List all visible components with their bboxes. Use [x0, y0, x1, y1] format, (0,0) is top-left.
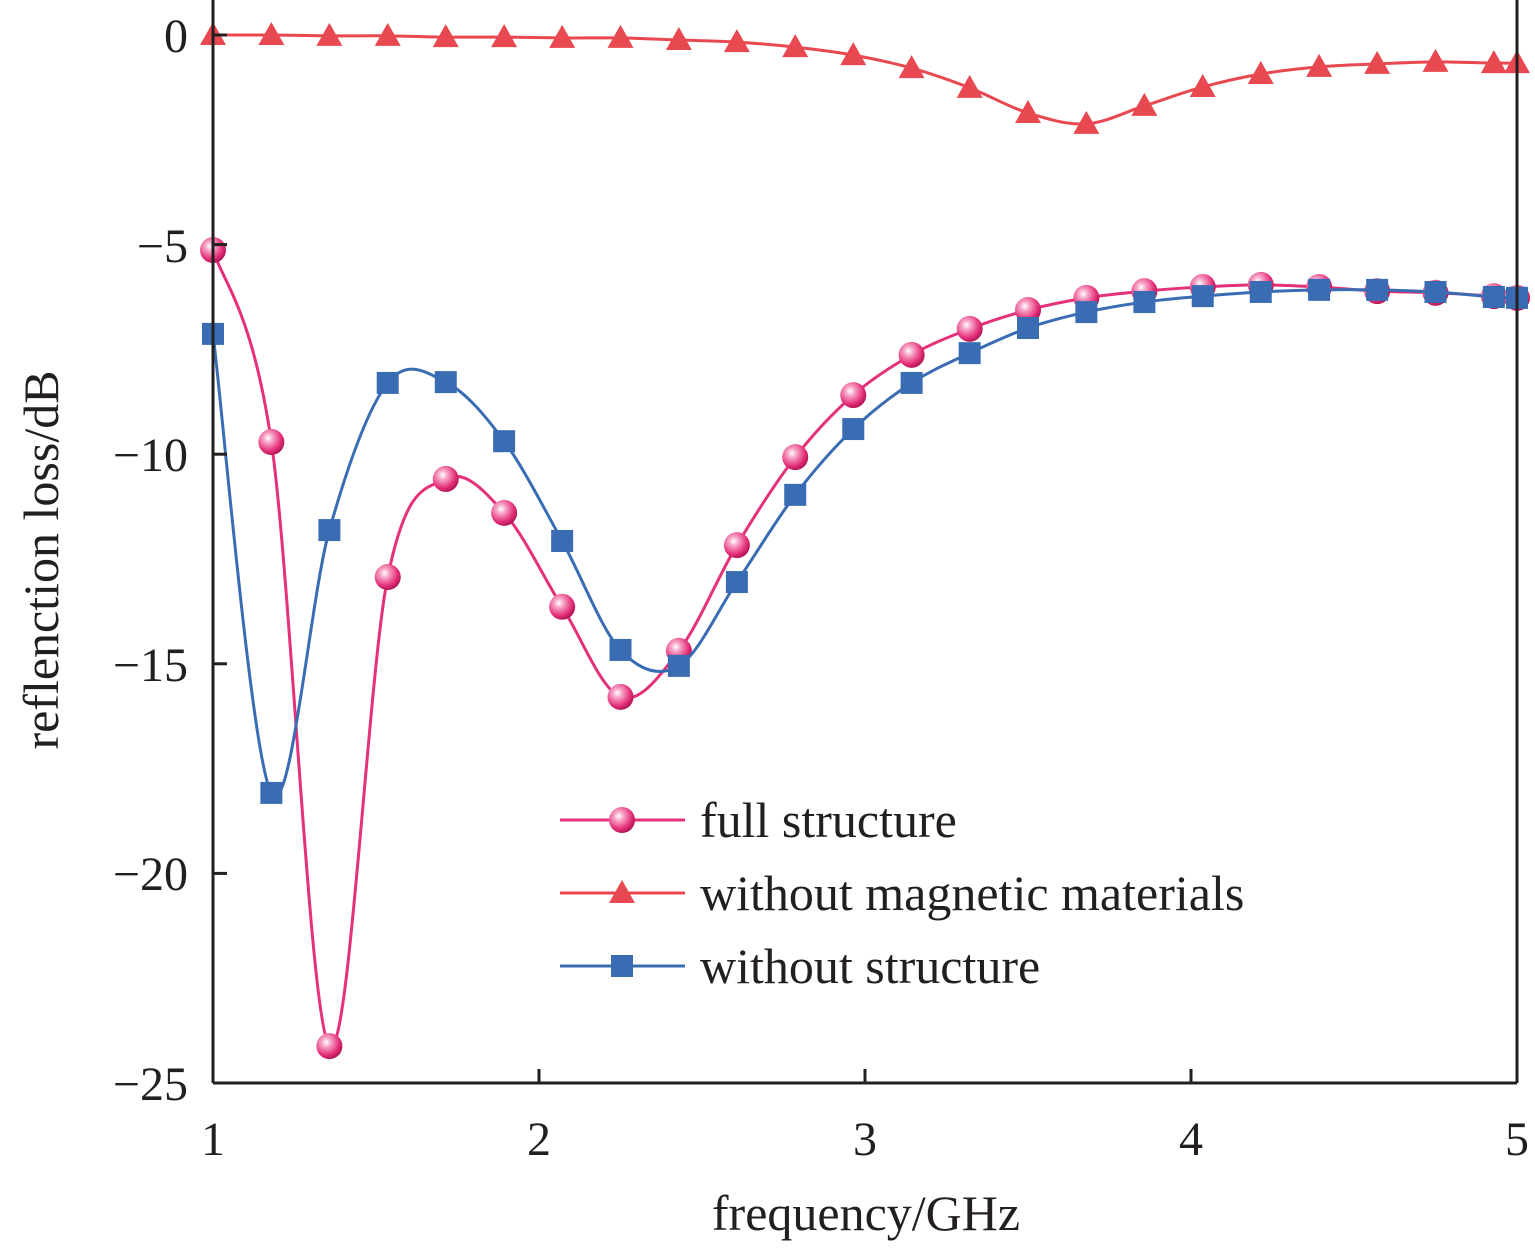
square-marker [434, 371, 457, 394]
y-axis-label: reflenction loss/dB [13, 370, 69, 749]
y-tick-label: 0 [164, 10, 188, 63]
square-marker [784, 483, 807, 506]
square-marker [958, 342, 981, 365]
legend-item-full-structure: full structure [560, 792, 957, 848]
y-tick-label: −25 [113, 1058, 188, 1111]
square-marker [493, 430, 516, 453]
square-marker [609, 638, 632, 661]
series-without-magnetic-materials [200, 22, 1530, 134]
legend-triangle-marker [609, 880, 635, 903]
series-layer [200, 22, 1530, 1060]
circle-marker [316, 1033, 343, 1060]
triangle-marker [1131, 92, 1158, 116]
square-marker [1191, 285, 1214, 308]
legend-item-without-magnetic-materials: without magnetic materials [560, 865, 1244, 921]
series-line [212, 33, 1518, 126]
circle-marker [491, 499, 518, 526]
square-marker [1482, 286, 1505, 308]
square-marker [1017, 317, 1039, 340]
square-marker [318, 519, 341, 542]
triangle-marker [1247, 60, 1274, 84]
triangle-marker [316, 22, 343, 46]
x-axis-label: frequency/GHz [712, 1185, 1020, 1241]
square-marker [725, 571, 748, 594]
triangle-marker [782, 34, 809, 58]
y-tick-label: −20 [113, 848, 188, 901]
ticks [211, 33, 1519, 1085]
square-marker [1424, 280, 1447, 303]
circle-marker [374, 564, 401, 591]
triangle-marker [956, 74, 983, 98]
y-tick-label: −15 [113, 639, 188, 692]
circle-marker [840, 382, 867, 409]
triangle-marker [1073, 110, 1100, 134]
x-tick-label: 3 [853, 1113, 877, 1166]
square-marker [260, 781, 283, 804]
square-marker [1366, 278, 1389, 301]
triangle-marker [491, 24, 518, 48]
legend-label: without magnetic materials [700, 865, 1244, 921]
series-line [211, 288, 1518, 798]
x-tick-label: 1 [201, 1113, 225, 1166]
circle-marker [723, 532, 750, 559]
circle-marker [782, 444, 809, 471]
triangle-marker [1422, 48, 1449, 72]
circle-marker [258, 429, 285, 456]
square-marker [1308, 278, 1331, 301]
y-tick-label: −10 [113, 429, 188, 482]
triangle-marker [1189, 73, 1216, 97]
triangle-marker [607, 24, 634, 48]
square-marker [1075, 301, 1098, 324]
circle-marker [1015, 296, 1041, 323]
legend: full structure without magnetic material… [560, 792, 1244, 994]
y-tick-label: −5 [137, 220, 188, 273]
square-marker [1133, 291, 1156, 314]
legend-label: without structure [700, 938, 1040, 994]
series-full-structure [200, 237, 1530, 1060]
square-marker [1249, 280, 1272, 303]
square-marker [551, 529, 574, 552]
triangle-marker [1306, 53, 1333, 77]
square-marker [376, 371, 399, 394]
circle-marker [432, 465, 459, 492]
triangle-marker [374, 22, 401, 46]
triangle-marker [1364, 50, 1391, 74]
triangle-marker [898, 55, 925, 79]
x-tick-label: 2 [527, 1113, 551, 1166]
legend-square-marker [611, 955, 633, 977]
circle-marker [956, 315, 983, 342]
x-tick-label: 4 [1179, 1113, 1203, 1166]
circle-marker [607, 683, 634, 710]
legend-item-without-structure: without structure [560, 938, 1040, 994]
legend-label: full structure [700, 792, 957, 848]
triangle-marker [432, 24, 459, 48]
triangle-marker [723, 29, 750, 53]
triangle-marker [1480, 50, 1507, 74]
legend-circle-marker [609, 807, 635, 833]
square-marker [842, 418, 865, 441]
triangle-marker [665, 27, 692, 51]
square-marker [900, 371, 923, 394]
square-marker [667, 654, 690, 677]
series-without-structure [202, 278, 1528, 804]
triangle-marker [549, 24, 576, 48]
circle-marker [898, 341, 925, 368]
triangle-marker [840, 42, 867, 66]
triangle-marker [1015, 99, 1041, 123]
triangle-marker [258, 22, 285, 45]
circle-marker [549, 593, 576, 620]
x-tick-label: 5 [1505, 1113, 1529, 1166]
